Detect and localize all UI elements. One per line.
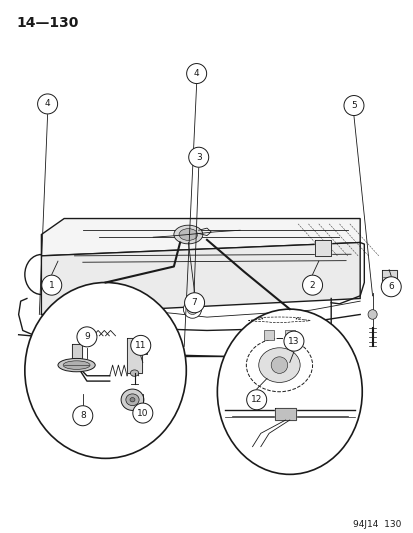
Ellipse shape — [121, 389, 144, 410]
Text: 9: 9 — [84, 333, 90, 341]
Ellipse shape — [173, 225, 202, 244]
Circle shape — [186, 63, 206, 84]
Text: 10: 10 — [137, 409, 148, 417]
Circle shape — [302, 275, 322, 295]
Circle shape — [283, 331, 303, 351]
Ellipse shape — [178, 229, 197, 240]
Polygon shape — [41, 219, 359, 256]
Polygon shape — [71, 344, 81, 365]
Polygon shape — [381, 270, 396, 289]
Text: 7: 7 — [191, 298, 197, 307]
Circle shape — [73, 406, 93, 426]
Text: 6: 6 — [387, 282, 393, 291]
Circle shape — [188, 147, 208, 167]
Ellipse shape — [130, 398, 135, 402]
Circle shape — [42, 275, 62, 295]
Ellipse shape — [367, 310, 376, 319]
Text: 4: 4 — [45, 100, 50, 108]
Circle shape — [183, 300, 201, 318]
Text: 3: 3 — [195, 153, 201, 161]
FancyBboxPatch shape — [284, 330, 294, 340]
Polygon shape — [41, 243, 359, 314]
Circle shape — [38, 94, 57, 114]
FancyBboxPatch shape — [263, 330, 273, 340]
Circle shape — [380, 277, 400, 297]
Polygon shape — [314, 240, 330, 256]
Polygon shape — [127, 338, 142, 373]
Ellipse shape — [258, 348, 299, 382]
Ellipse shape — [130, 370, 138, 376]
Ellipse shape — [217, 309, 361, 474]
Text: 13: 13 — [287, 337, 299, 345]
Polygon shape — [275, 408, 295, 420]
Ellipse shape — [25, 282, 186, 458]
Text: 1: 1 — [49, 281, 55, 289]
Circle shape — [143, 341, 150, 347]
Text: 94J14  130: 94J14 130 — [352, 520, 401, 529]
Ellipse shape — [63, 361, 90, 369]
Circle shape — [246, 390, 266, 410]
Circle shape — [184, 293, 204, 313]
Circle shape — [131, 335, 150, 356]
Circle shape — [77, 327, 97, 347]
Text: 4: 4 — [193, 69, 199, 78]
Circle shape — [343, 95, 363, 116]
Circle shape — [187, 304, 197, 314]
Circle shape — [133, 403, 152, 423]
Ellipse shape — [246, 338, 312, 392]
Circle shape — [271, 357, 287, 374]
Ellipse shape — [126, 394, 139, 406]
Text: 8: 8 — [80, 411, 85, 420]
Text: 12: 12 — [250, 395, 262, 404]
Text: 11: 11 — [135, 341, 146, 350]
Text: 14—130: 14—130 — [17, 16, 79, 30]
Text: 2: 2 — [309, 281, 315, 289]
Ellipse shape — [58, 358, 95, 372]
Text: 5: 5 — [350, 101, 356, 110]
